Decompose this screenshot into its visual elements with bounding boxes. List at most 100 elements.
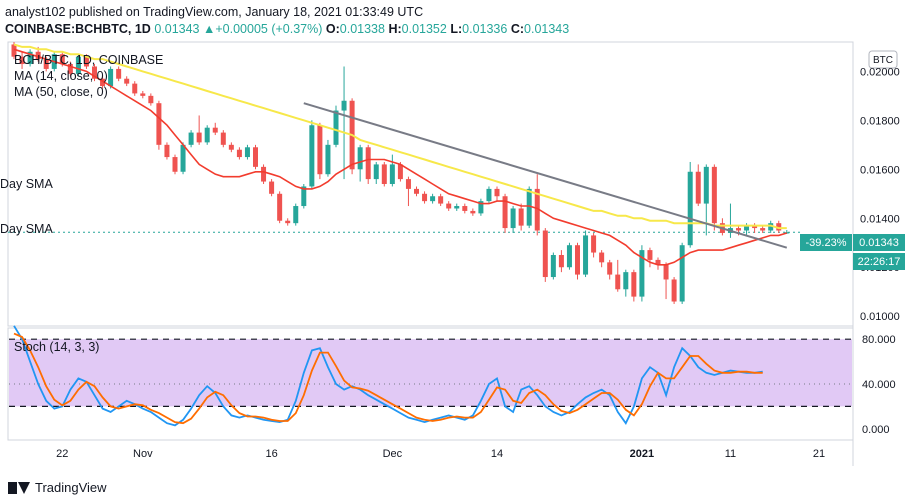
candle-body [438,196,444,204]
candle-body [83,56,89,67]
candle-body [19,56,25,65]
price-axis[interactable]: 0.020000.018000.016000.014000.012000.010… [860,66,900,435]
time-tick: 14 [491,448,503,460]
candle-body [317,125,323,175]
candle-body [526,188,532,226]
candle-body [566,245,572,268]
price-tick: 0.01600 [860,164,900,176]
candle-body [430,196,436,202]
candles [8,42,800,304]
ma14-legend[interactable]: MA (14, close, 0) [14,69,108,83]
candle-body [140,93,146,96]
stoch-tick: 40.000 [862,379,896,391]
high-value: 0.01352 [401,22,447,36]
price-tick: 0.01000 [860,311,900,323]
candle-body [575,245,580,275]
candle-body [663,264,669,280]
candle-body [389,164,395,184]
candle-body [711,166,717,224]
last-price-label: 0.01343 [859,237,899,249]
candle-body [11,44,17,57]
symbol-header: COINBASE:BCHBTC, 1D 0.01343 ▲+0.00005 (+… [5,22,569,36]
candle-body [277,193,283,221]
candle-body [671,279,677,302]
time-tick: 21 [813,448,825,460]
ma50-line [13,43,787,230]
candle-body [236,149,242,158]
candle-body [462,206,468,211]
candle-body [703,166,709,204]
header-up-arrow-icon: ▲ [203,22,216,36]
candle-body [502,196,508,229]
candle-body [27,51,33,65]
time-tick: 2021 [630,448,654,460]
candle-body [478,201,484,214]
candle-body [744,225,750,231]
price-tick: 0.01400 [860,213,900,225]
candle-body [591,235,597,253]
candle-body [631,272,637,297]
high-label: H: [388,22,402,36]
candle-body [615,274,621,290]
candle-body [454,206,460,209]
footer-brand-label: TradingView [35,480,107,495]
header-change: +0.00005 (+0.37%) [215,22,323,36]
open-label: O: [325,22,340,36]
ma50-legend[interactable]: MA (50, close, 0) [14,85,108,99]
countdown-box [853,253,905,270]
time-tick: 22 [56,448,68,460]
trendline[interactable] [303,102,788,249]
candle-body [325,144,331,175]
low-value: 0.01336 [462,22,508,36]
time-axis[interactable]: 22 Nov 16 Dec 14 2021 11 21 [56,448,825,460]
candle-body [172,157,178,172]
candle-body [285,220,291,224]
candle-body [558,255,564,268]
candle-body [148,95,154,104]
candle-body [108,68,114,87]
stoch-tick: 0.000 [862,424,890,436]
candle-body [381,164,387,184]
currency-label: BTC [873,55,893,66]
candle-body [534,188,540,231]
candle-body [341,100,347,111]
candle-body [784,232,790,234]
candle-body [204,127,210,143]
stoch-legend[interactable]: Stoch (14, 3, 3) [14,340,100,354]
candle-body [422,193,428,202]
candle-body [736,228,741,231]
stoch-k-line [13,325,763,427]
candle-body [405,179,411,189]
candle-body [164,144,170,158]
candle-body [647,250,653,260]
candle-body [583,235,589,275]
candle-body [156,103,162,145]
close-label: C: [510,22,525,36]
change-pct-label: -39.23% [806,237,847,249]
candle-body [124,78,130,84]
time-tick: 11 [725,448,736,460]
ma14-line [13,48,788,266]
sma-label-1: Day SMA [0,177,53,191]
candle-body [116,68,122,79]
main-series-legend[interactable]: BCH/BTC, 1D, COINBASE [14,53,164,67]
candle-body [293,206,299,224]
candle-body [679,245,685,302]
candle-body [607,262,613,275]
moving-averages [13,43,788,266]
last-price-marker: -39.23% 0.01343 22:26:17 [800,234,905,270]
low-label: L: [450,22,463,36]
candle-body [59,54,65,65]
candle-body [470,210,476,214]
candle-body [446,203,452,209]
currency-badge[interactable] [868,50,898,69]
candle-body [188,132,194,145]
candle-body [397,164,403,180]
candle-body [228,144,234,150]
candle-body [196,132,202,143]
candle-body [244,147,250,158]
footer-brand[interactable]: TradingView [8,480,107,495]
time-tick: 16 [265,448,277,460]
candle-body [550,255,556,278]
